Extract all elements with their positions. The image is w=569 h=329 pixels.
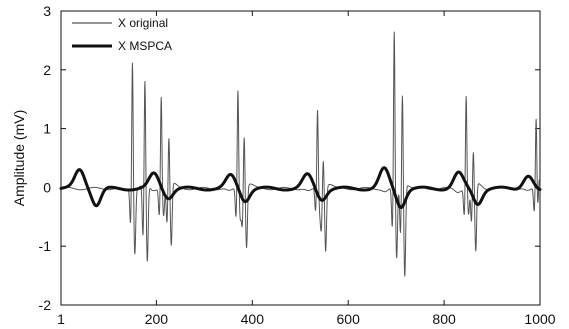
y-tick-label: -1 <box>39 238 52 254</box>
y-tick-label: 2 <box>43 62 51 78</box>
axis-ticks: 1 200 400 600 800 1000 -2 -1 0 1 2 3 <box>39 3 556 327</box>
series-layer <box>59 31 542 277</box>
y-tick-label: 0 <box>43 179 51 195</box>
x-tick-label: 400 <box>241 311 265 327</box>
series-x-mspca <box>59 166 542 210</box>
legend-original-label: X original <box>118 16 168 30</box>
legend-mspca-label: X MSPCA <box>118 39 172 53</box>
x-tick-label: 200 <box>145 311 169 327</box>
y-tick-label: 3 <box>43 3 51 19</box>
x-tick-label: 1 <box>57 311 65 327</box>
x-tick-label: 600 <box>337 311 361 327</box>
x-tick-label: 1000 <box>524 311 555 327</box>
y-tick-label: 1 <box>43 121 51 137</box>
y-axis-label: Amplitude (mV) <box>11 110 27 206</box>
y-tick-label: -2 <box>39 297 52 313</box>
legend: X original X MSPCA <box>72 16 172 53</box>
plot-area <box>60 10 541 306</box>
x-tick-label: 800 <box>432 311 456 327</box>
